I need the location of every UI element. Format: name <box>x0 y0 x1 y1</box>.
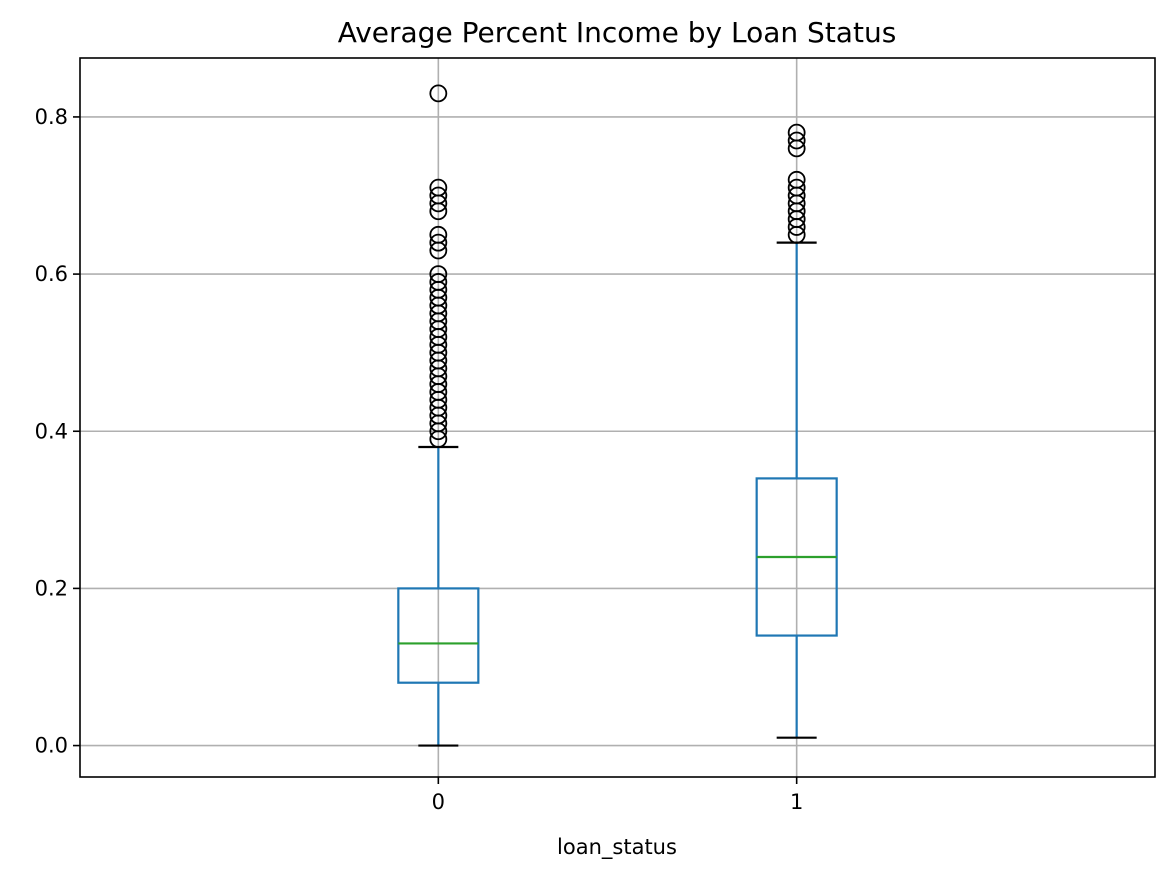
boxes <box>397 84 838 747</box>
outlier-point <box>787 170 806 189</box>
grid <box>80 58 1155 777</box>
y-tick-label: 0.0 <box>35 734 68 758</box>
y-tick-label: 0.2 <box>35 576 68 600</box>
outlier-point <box>429 225 448 244</box>
outlier-point <box>787 123 806 142</box>
outlier-point <box>787 131 806 150</box>
outlier-point <box>429 84 448 103</box>
x-axis-label: loan_status <box>557 835 677 860</box>
x-tick-label: 1 <box>790 790 803 814</box>
box-group-0 <box>397 84 480 747</box>
x-tick-label: 0 <box>432 790 445 814</box>
outlier-point <box>429 186 448 205</box>
y-axis-ticks: 0.0 0.2 0.4 0.6 0.8 <box>35 105 80 758</box>
y-tick-label: 0.8 <box>35 105 68 129</box>
outlier-point <box>429 233 448 252</box>
box-group-1 <box>755 123 838 739</box>
y-tick-label: 0.6 <box>35 262 68 286</box>
y-tick-label: 0.4 <box>35 419 68 443</box>
outlier-point <box>787 178 806 197</box>
outlier-point <box>429 265 448 283</box>
chart-title: Average Percent Income by Loan Status <box>338 16 897 49</box>
outlier-point <box>429 178 448 197</box>
outlier-point <box>429 273 448 291</box>
axes-frame <box>79 57 1156 778</box>
iqr-box <box>397 587 480 684</box>
